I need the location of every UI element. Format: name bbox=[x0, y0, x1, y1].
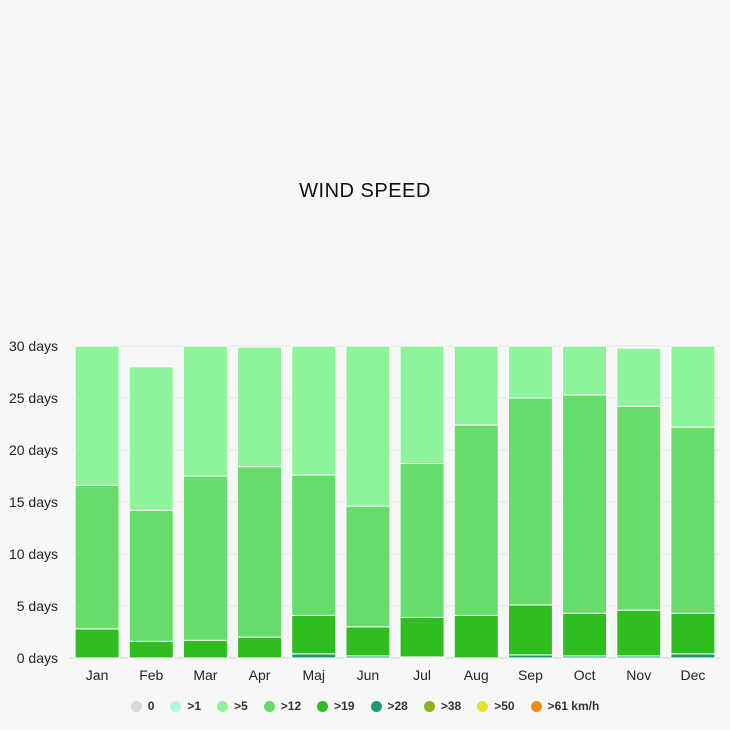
bar-segment[interactable] bbox=[182, 475, 228, 641]
y-axis-ticks: 0 days 5 days 10 days 15 days 20 days 25 days… bbox=[9, 338, 58, 666]
x-tick-label: Apr bbox=[249, 667, 271, 683]
legend-label: >1 bbox=[187, 699, 202, 713]
y-tick-label: 30 days bbox=[9, 338, 58, 354]
bar-segment[interactable] bbox=[291, 653, 337, 659]
bar-segment[interactable] bbox=[74, 628, 120, 659]
bar-segment[interactable] bbox=[291, 474, 337, 616]
bar-segment[interactable] bbox=[128, 640, 174, 659]
bar-segment[interactable] bbox=[345, 505, 391, 628]
bar-segment[interactable] bbox=[507, 345, 553, 399]
bar-segment[interactable] bbox=[128, 509, 174, 642]
x-tick-label: Sep bbox=[518, 667, 543, 683]
bar-segment[interactable] bbox=[453, 614, 499, 659]
bar-segment[interactable] bbox=[453, 345, 499, 426]
y-tick-label: 0 days bbox=[17, 650, 58, 666]
legend-swatch bbox=[217, 700, 229, 712]
legend-swatch bbox=[317, 700, 329, 712]
bar-segment[interactable] bbox=[345, 626, 391, 657]
x-tick-label: Nov bbox=[626, 667, 651, 683]
bar-segment[interactable] bbox=[345, 345, 391, 507]
legend: 0 >1 >5 >12 >19 >28 >38 >50 >61 km/h bbox=[0, 696, 730, 716]
bar-segment[interactable] bbox=[74, 484, 120, 630]
bar-segment[interactable] bbox=[670, 612, 716, 655]
bar-segment[interactable] bbox=[237, 466, 283, 638]
legend-swatch bbox=[170, 700, 182, 712]
legend-label: >28 bbox=[387, 699, 408, 713]
bar-segment[interactable] bbox=[182, 639, 228, 659]
chart-title: WIND SPEED bbox=[299, 180, 431, 202]
bar-segment[interactable] bbox=[182, 345, 228, 477]
x-tick-label: Oct bbox=[574, 667, 596, 683]
bar-segment[interactable] bbox=[128, 366, 174, 511]
bar-segment[interactable] bbox=[670, 653, 716, 659]
legend-swatch bbox=[370, 700, 382, 712]
x-tick-label: Jan bbox=[86, 667, 109, 683]
legend-label: >61 km/h bbox=[547, 699, 600, 713]
bar-segment[interactable] bbox=[616, 347, 662, 407]
bar-segment[interactable] bbox=[507, 397, 553, 606]
legend-label: >12 bbox=[280, 699, 302, 713]
bar-segment[interactable] bbox=[562, 345, 608, 396]
legend-item[interactable]: >5 bbox=[217, 699, 248, 713]
y-tick-label: 5 days bbox=[17, 598, 58, 614]
legend-item[interactable]: >50 bbox=[477, 699, 515, 713]
legend-item[interactable]: >61 km/h bbox=[530, 699, 600, 713]
x-tick-label: Aug bbox=[464, 667, 489, 683]
bar-segment[interactable] bbox=[616, 405, 662, 611]
x-tick-label: Dec bbox=[680, 667, 705, 683]
bar-segment[interactable] bbox=[237, 346, 283, 468]
y-tick-label: 20 days bbox=[9, 442, 58, 458]
bar-segment[interactable] bbox=[453, 424, 499, 616]
legend-item[interactable]: >1 bbox=[170, 699, 201, 713]
bar-segment[interactable] bbox=[237, 636, 283, 659]
legend-item[interactable]: >28 bbox=[370, 699, 408, 713]
grid-lines bbox=[70, 345, 720, 659]
x-tick-label: Jul bbox=[413, 667, 431, 683]
legend-label: >38 bbox=[440, 699, 462, 713]
x-tick-label: Mar bbox=[193, 667, 217, 683]
legend-swatch bbox=[477, 700, 489, 712]
y-tick-label: 10 days bbox=[9, 546, 58, 562]
bar-segment[interactable] bbox=[399, 616, 445, 658]
bar-segment[interactable] bbox=[399, 345, 445, 465]
x-tick-label: Jun bbox=[357, 667, 380, 683]
bar-segment[interactable] bbox=[74, 345, 120, 486]
bar-segment[interactable] bbox=[507, 604, 553, 656]
bar-segment[interactable] bbox=[616, 609, 662, 657]
legend-item[interactable]: >19 bbox=[317, 699, 355, 713]
legend-label: >50 bbox=[494, 699, 515, 713]
legend-label: >5 bbox=[234, 699, 248, 713]
bar-segment[interactable] bbox=[291, 614, 337, 655]
wind-speed-chart: 0 days 5 days 10 days 15 days 20 days 25 days… bbox=[9, 338, 720, 683]
legend-swatch bbox=[423, 700, 435, 712]
legend-swatch bbox=[130, 700, 142, 712]
legend-item[interactable]: 0 bbox=[130, 699, 155, 713]
legend-item[interactable]: >38 bbox=[423, 699, 462, 713]
x-tick-label: Feb bbox=[139, 667, 163, 683]
legend-swatch bbox=[263, 700, 275, 712]
legend-label: >19 bbox=[334, 699, 355, 713]
y-tick-label: 25 days bbox=[9, 390, 58, 406]
x-tick-label: Maj bbox=[302, 667, 325, 683]
bar-segment[interactable] bbox=[562, 612, 608, 657]
y-tick-label: 15 days bbox=[9, 494, 58, 510]
bar-segment[interactable] bbox=[562, 394, 608, 614]
legend-label: 0 bbox=[147, 699, 155, 713]
legend-swatch bbox=[530, 700, 542, 712]
bar-segment[interactable] bbox=[670, 345, 716, 428]
legend-item[interactable]: >12 bbox=[263, 699, 302, 713]
bar-segment[interactable] bbox=[291, 345, 337, 476]
bar-segment[interactable] bbox=[670, 426, 716, 614]
x-axis-ticks: Jan Feb Mar Apr Maj Jun Jul Aug Sep Oct Nov Dec bbox=[86, 667, 706, 683]
bars bbox=[74, 345, 716, 659]
bar-segment[interactable] bbox=[399, 463, 445, 618]
